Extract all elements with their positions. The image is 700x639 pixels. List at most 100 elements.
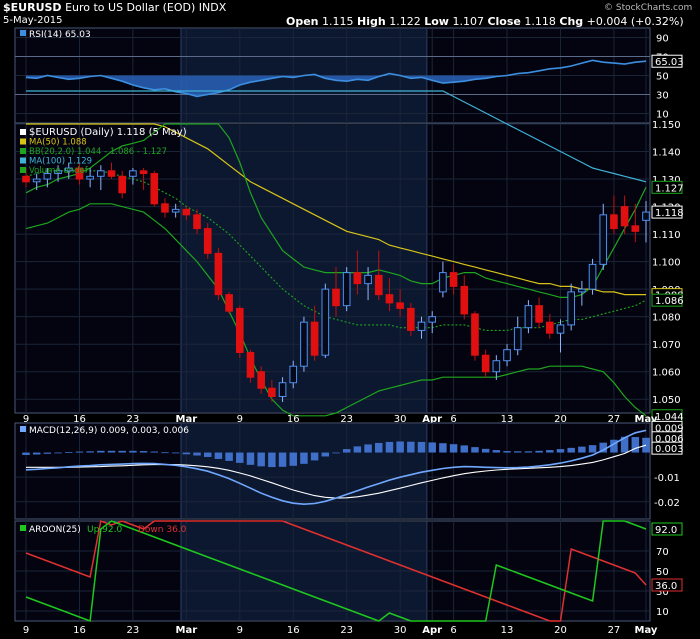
candle-body [214,252,223,296]
candle-body [631,225,640,232]
macd-histogram-bar [203,452,212,457]
candle-body [332,288,340,307]
candle-body [310,321,319,356]
candle-body [246,351,255,378]
open-label: Open [286,15,319,28]
macd-histogram-bar [385,441,394,453]
x-axis-bottom-label: 23 [340,625,353,636]
candle-body [118,175,127,194]
macd-value-tag-box [651,441,683,455]
macd-histogram-bar [503,451,511,453]
macd-histogram-bar [118,450,126,453]
rsi-ytick-label: 10 [656,110,669,121]
chg-label: Chg [559,15,584,28]
macd-histogram-bar [599,442,607,453]
macd-histogram-bar [578,446,586,453]
candle-body [107,170,116,177]
x-axis-mid-label: 20 [554,414,567,425]
macd-value-tag: 0.006 [655,434,684,445]
aroon-legend-swatch [20,525,26,531]
price-ytick-label: 1.050 [652,395,681,406]
macd-histogram-bar [75,451,84,453]
price-value-tag: 1.127 [655,183,684,194]
macd-histogram-bar [481,448,490,453]
x-axis-bottom-label: 27 [608,625,621,636]
macd-histogram-bar [407,441,415,453]
candle-body [545,321,554,334]
aroon-value-tag-box [651,578,683,592]
price-ytick-label: 1.110 [652,230,681,241]
x-axis-bottom-label: Mar [176,625,198,636]
candle-body [374,274,383,296]
macd-histogram-bar [524,451,533,453]
price-legend-label: MA(50) 1.088 [29,138,87,148]
macd-histogram-bar [588,445,597,453]
macd-histogram-bar [182,452,191,455]
macd-value-tag: 0.003 [655,444,684,455]
candle-body [503,349,511,362]
price-ytick-label: 1.150 [652,120,681,131]
macd-ytick-label: -0.01 [654,473,680,484]
candle-body [428,316,437,323]
aroon-ytick-label: 70 [656,547,669,558]
candle-body [86,175,94,180]
x-axis-mid-label: 9 [237,414,243,425]
aroon-legend-label: AROON(25) [29,525,81,535]
macd-histogram-bar [289,452,297,466]
macd-histogram-bar [65,452,73,453]
macd-value-tag: 0.009 [655,423,684,434]
candle-body [460,285,469,315]
price-ytick-label: 1.070 [652,340,681,351]
aroon-up-legend-label: Up 92.0 [87,525,122,535]
rsi-value-tag-box [651,54,683,68]
high-value: 1.122 [389,15,421,28]
x-axis-mid-label: 16 [73,414,86,425]
candle-body [300,321,308,367]
candle-body [235,307,244,353]
x-axis-mid-label: 6 [450,414,456,425]
macd-histogram-bar [332,452,340,454]
price-legend-swatch [20,157,26,164]
macd-histogram-bar [193,452,201,456]
macd-histogram-bar [375,442,383,453]
price-value-tag: 1.118 [655,208,684,219]
macd-histogram-bar [321,452,330,457]
rsi-line [25,59,647,98]
candle-body [471,313,479,356]
candle-body [161,203,169,213]
price-value-tag: 1.086 [655,296,684,307]
candle-body [481,354,490,373]
price-legend-swatch [20,148,26,154]
x-axis-mid-label: May [635,414,658,425]
macd-histogram-bar [107,450,116,453]
macd-histogram-bar [161,452,169,454]
candle-body [43,173,52,180]
candle-body [449,272,458,287]
bb-middle-line [25,170,647,331]
candle-body [342,272,351,307]
rsi-legend-swatch [20,30,26,36]
x-axis-mid-label: Apr [422,414,442,425]
quote-date: 5-May-2015 [3,15,63,26]
candle-body [556,324,565,334]
macd-histogram-bar [471,447,479,453]
macd-histogram-bar [631,437,640,453]
macd-histogram-bar [546,450,554,453]
aroon-ytick-label: 10 [656,607,669,618]
candle-body [364,274,372,285]
x-axis-mid-label: 30 [394,414,407,425]
macd-histogram-bar [150,451,159,453]
ma100-line [26,90,647,183]
candle-body [407,307,415,331]
candle-body [268,387,276,397]
price-value-tag-box [651,293,683,307]
macd-histogram-bar [342,449,351,453]
candle-body [567,291,575,326]
macd-histogram-bar [97,450,105,453]
candle-body [535,305,543,323]
candle-body [257,371,265,389]
candle-body [642,211,650,221]
rsi-ytick-label: 30 [656,91,669,102]
macd-ytick-label: -0.02 [654,498,680,509]
